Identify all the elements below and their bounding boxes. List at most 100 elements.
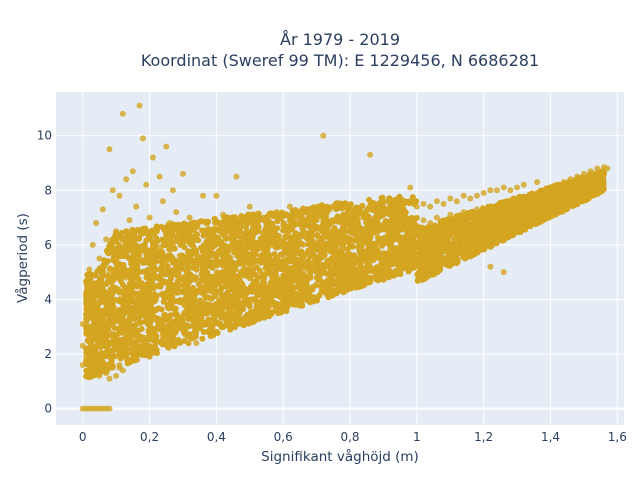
cloud-point	[387, 235, 393, 241]
cloud-point	[186, 340, 192, 346]
cloud-point	[373, 224, 379, 230]
cloud-point	[410, 231, 416, 237]
cloud-point	[274, 256, 280, 262]
cloud-point	[537, 219, 543, 225]
cloud-point	[126, 232, 132, 238]
cloud-point	[228, 316, 234, 322]
cloud-point	[211, 332, 217, 338]
cloud-point	[453, 243, 459, 249]
cloud-point	[522, 227, 528, 233]
cloud-point	[446, 252, 452, 258]
cloud-point	[347, 243, 353, 249]
cloud-point	[297, 303, 303, 309]
cloud-point	[204, 269, 210, 275]
cloud-point	[483, 237, 489, 243]
cloud-point	[282, 285, 288, 291]
cloud-point	[191, 259, 197, 265]
cloud-point	[108, 279, 114, 285]
cloud-point	[279, 210, 285, 216]
cloud-point	[196, 281, 202, 287]
cloud-point	[251, 296, 257, 302]
cloud-point	[116, 313, 122, 319]
cloud-point	[138, 320, 144, 326]
cloud-point	[225, 248, 231, 254]
cloud-point	[381, 199, 387, 205]
cloud-point	[197, 260, 203, 266]
cloud-point	[85, 276, 91, 282]
cloud-point	[153, 315, 159, 321]
cloud-point	[206, 258, 212, 264]
cloud-point	[297, 277, 303, 283]
cloud-point	[234, 241, 240, 247]
cloud-point	[285, 213, 291, 219]
cloud-point	[219, 222, 225, 228]
cloud-point	[268, 296, 274, 302]
cloud-point	[207, 295, 213, 301]
cloud-point	[110, 247, 116, 253]
cloud-point	[121, 343, 127, 349]
cloud-point	[359, 203, 365, 209]
cloud-point	[251, 218, 257, 224]
cloud-point	[147, 232, 153, 238]
cloud-point	[232, 266, 238, 272]
cloud-point	[406, 199, 412, 205]
cloud-point	[355, 244, 361, 250]
cloud-point	[199, 336, 205, 342]
cloud-point	[92, 272, 98, 278]
cloud-point	[210, 310, 216, 316]
cloud-point	[95, 335, 101, 341]
cloud-point	[447, 241, 453, 247]
cloud-point	[109, 242, 115, 248]
cloud-point	[125, 246, 131, 252]
cloud-point	[85, 328, 91, 334]
cloud-point	[132, 228, 138, 234]
cloud-point	[270, 238, 276, 244]
cloud-point	[119, 236, 125, 242]
cloud-point	[186, 258, 192, 264]
cloud-point	[454, 256, 460, 262]
cloud-point	[101, 264, 107, 270]
cloud-point	[225, 290, 231, 296]
cloud-point	[204, 219, 210, 225]
cloud-point	[325, 271, 331, 277]
cloud-point	[386, 274, 392, 280]
cloud-point	[190, 224, 196, 230]
cloud-point	[175, 234, 181, 240]
cloud-point	[152, 250, 158, 256]
cloud-point	[181, 274, 187, 280]
cloud-point	[83, 312, 89, 318]
cloud-point	[222, 233, 228, 239]
cloud-point	[343, 204, 349, 210]
cloud-point	[214, 258, 220, 264]
cloud-point	[248, 245, 254, 251]
cloud-point	[190, 296, 196, 302]
cloud-point	[341, 240, 347, 246]
cloud-point	[530, 216, 536, 222]
cloud-point	[201, 242, 207, 248]
cloud-point	[232, 299, 238, 305]
cloud-point	[261, 313, 267, 319]
cloud-point	[109, 352, 115, 358]
cloud-point	[192, 334, 198, 340]
cloud-point	[126, 318, 132, 324]
cloud-point	[304, 279, 310, 285]
cloud-point	[268, 271, 274, 277]
cloud-point	[277, 238, 283, 244]
cloud-point	[260, 252, 266, 258]
cloud-point	[316, 261, 322, 267]
cloud-point	[228, 259, 234, 265]
cloud-point	[263, 226, 269, 232]
cloud-point	[263, 265, 269, 271]
cloud-point	[187, 332, 193, 338]
cloud-point	[166, 306, 172, 312]
cloud-point	[272, 251, 278, 257]
cloud-point	[180, 327, 186, 333]
cloud-point	[218, 252, 224, 258]
cloud-point	[205, 231, 211, 237]
cloud-point	[222, 311, 228, 317]
cloud-point	[443, 226, 449, 232]
cloud-point	[284, 304, 290, 310]
cloud-point	[442, 256, 448, 262]
cloud-point	[410, 249, 416, 255]
